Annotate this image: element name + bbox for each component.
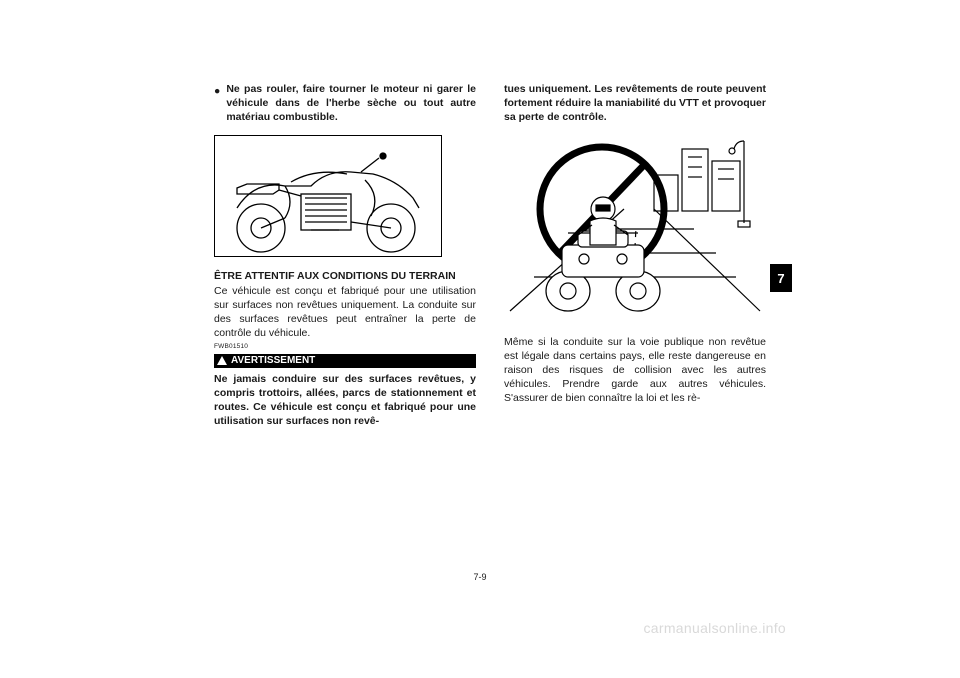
continuation-paragraph: tues uniquement. Les revêtements de rout… (504, 82, 766, 125)
manual-page: ● Ne pas rouler, faire tourner le moteur… (0, 0, 960, 678)
section-tab: 7 (770, 264, 792, 292)
content-columns: ● Ne pas rouler, faire tourner le moteur… (214, 82, 766, 552)
bullet-dot-icon: ● (214, 84, 220, 125)
warning-triangle-icon (217, 356, 227, 365)
warning-body: Ne jamais conduire sur des surfaces revê… (214, 372, 476, 429)
body-paragraph-2: Même si la conduite sur la voie publique… (504, 335, 766, 406)
tab-number: 7 (777, 271, 784, 286)
left-column: ● Ne pas rouler, faire tourner le moteur… (214, 82, 476, 552)
right-column: tues uniquement. Les revêtements de rout… (504, 82, 766, 552)
warning-badge: AVERTISSEMENT (214, 354, 476, 368)
warning-label: AVERTISSEMENT (231, 355, 315, 366)
figure-atv-road-prohibited (504, 127, 766, 317)
body-paragraph: Ce véhicule est conçu et fabriqué pour u… (214, 284, 476, 341)
reference-code: FWB01510 (214, 344, 476, 351)
section-title: ÊTRE ATTENTIF AUX CONDITIONS DU TERRAIN (214, 269, 476, 283)
watermark: carmanualsonline.info (644, 620, 787, 636)
figure-atv-engine (214, 135, 442, 257)
page-number: 7-9 (0, 572, 960, 582)
bullet-item: ● Ne pas rouler, faire tourner le moteur… (214, 82, 476, 125)
bullet-text: Ne pas rouler, faire tourner le moteur n… (226, 82, 476, 125)
